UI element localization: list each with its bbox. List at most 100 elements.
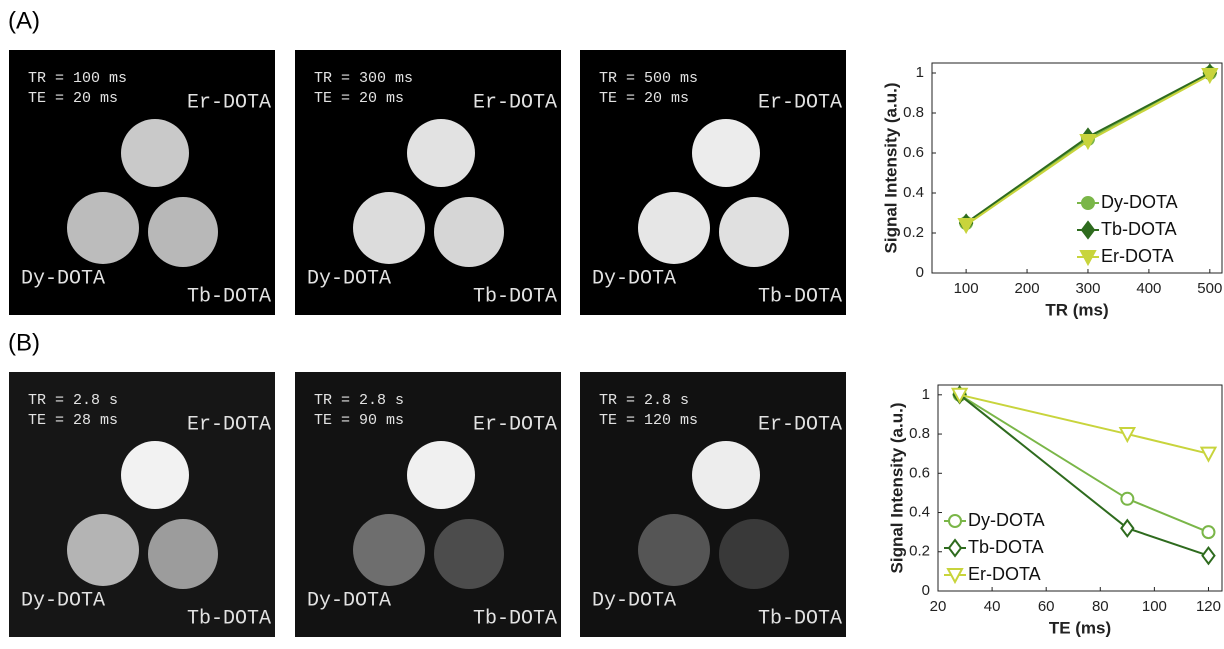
legend-marker	[949, 540, 961, 556]
x-tick-label: 60	[1038, 598, 1055, 615]
y-axis-label: Signal Intensity (a.u.)	[887, 403, 906, 574]
scan-parameter: TE = 20 ms	[599, 90, 689, 107]
x-axis-label: TR (ms)	[1045, 300, 1108, 319]
mri-image: TR = 2.8 s TE = 120 ms Er-DOTA Dy-DOTA Tb-DO…	[580, 372, 846, 637]
plot-frame	[938, 385, 1222, 591]
mri-image: TR = 300 ms TE = 20 ms Er-DOTA Dy-DOTA Tb-DO…	[295, 50, 561, 315]
phantom-label: Er-DOTA	[187, 91, 271, 114]
y-tick-label: 0	[916, 264, 924, 281]
marker	[1121, 493, 1133, 505]
x-tick-label: 400	[1136, 280, 1161, 297]
y-tick-label: 0.4	[903, 184, 924, 201]
scan-parameter: TR = 500 ms	[599, 70, 698, 87]
phantom	[638, 192, 710, 264]
y-tick-label: 1	[916, 64, 924, 81]
phantom	[692, 119, 760, 187]
scan-parameter: TE = 28 ms	[28, 412, 118, 429]
scan-parameter: TR = 2.8 s	[28, 392, 118, 409]
marker	[1121, 520, 1133, 536]
mri-image: TR = 500 ms TE = 20 ms Er-DOTA Dy-DOTA Tb-DO…	[580, 50, 846, 315]
phantom	[121, 441, 189, 509]
legend-label: Tb-DOTA	[968, 537, 1044, 557]
x-tick-label: 80	[1092, 598, 1109, 615]
phantom	[719, 197, 789, 267]
x-tick-label: 120	[1196, 598, 1221, 615]
scan-parameter: TE = 20 ms	[314, 90, 404, 107]
phantom-label: Er-DOTA	[187, 413, 271, 436]
phantom	[67, 514, 139, 586]
plot-frame	[932, 63, 1222, 273]
phantom	[407, 119, 475, 187]
scan-parameter: TE = 20 ms	[28, 90, 118, 107]
phantom	[121, 119, 189, 187]
panel-label: (A)	[8, 7, 40, 34]
y-axis-label: Signal Intensity (a.u.)	[881, 83, 900, 254]
phantom	[148, 519, 218, 589]
x-tick-label: 40	[984, 598, 1001, 615]
legend-marker	[949, 515, 961, 527]
phantom-label: Dy-DOTA	[307, 267, 391, 290]
scan-parameter: TR = 2.8 s	[599, 392, 689, 409]
marker	[1202, 548, 1214, 564]
phantom-label: Er-DOTA	[758, 413, 842, 436]
y-tick-label: 0.4	[909, 503, 930, 520]
phantom	[719, 519, 789, 589]
x-axis-label: TE (ms)	[1049, 618, 1111, 637]
phantom	[148, 197, 218, 267]
mri-image: TR = 100 ms TE = 20 ms Er-DOTA Dy-DOTA Tb-DO…	[9, 50, 275, 315]
panel-label: (B)	[8, 329, 40, 356]
legend-label: Dy-DOTA	[1101, 192, 1178, 212]
y-tick-label: 0	[922, 582, 930, 599]
marker	[1202, 526, 1214, 538]
scan-parameter: TR = 100 ms	[28, 70, 127, 87]
phantom-label: Er-DOTA	[473, 91, 557, 114]
phantom	[353, 192, 425, 264]
x-tick-label: 200	[1015, 280, 1040, 297]
legend-marker	[1082, 197, 1094, 209]
phantom-label: Dy-DOTA	[21, 267, 105, 290]
phantom-label: Tb-DOTA	[758, 607, 842, 630]
phantom-label: Tb-DOTA	[187, 285, 271, 308]
marker	[1201, 448, 1215, 461]
x-tick-label: 100	[1142, 598, 1167, 615]
legend-marker	[1082, 222, 1094, 238]
scan-parameter: TR = 2.8 s	[314, 392, 404, 409]
phantom-label: Er-DOTA	[473, 413, 557, 436]
y-tick-label: 0.8	[903, 104, 924, 121]
legend-label: Tb-DOTA	[1101, 219, 1177, 239]
phantom	[434, 197, 504, 267]
phantom	[353, 514, 425, 586]
y-tick-label: 0.2	[903, 224, 924, 241]
phantom-label: Er-DOTA	[758, 91, 842, 114]
phantom	[692, 441, 760, 509]
legend-label: Dy-DOTA	[968, 510, 1045, 530]
legend-label: Er-DOTA	[1101, 246, 1174, 266]
y-tick-label: 0.6	[903, 144, 924, 161]
y-tick-label: 0.8	[909, 425, 930, 442]
y-tick-label: 0.6	[909, 464, 930, 481]
phantom	[638, 514, 710, 586]
x-tick-label: 100	[954, 280, 979, 297]
phantom	[407, 441, 475, 509]
phantom-label: Tb-DOTA	[187, 607, 271, 630]
phantom	[434, 519, 504, 589]
y-tick-label: 1	[922, 386, 930, 403]
mri-image: TR = 2.8 s TE = 90 ms Er-DOTA Dy-DOTA Tb-DOT…	[295, 372, 561, 637]
scan-parameter: TE = 90 ms	[314, 412, 404, 429]
phantom-label: Dy-DOTA	[592, 589, 676, 612]
phantom-label: Tb-DOTA	[758, 285, 842, 308]
scan-parameter: TE = 120 ms	[599, 412, 698, 429]
phantom-label: Tb-DOTA	[473, 285, 557, 308]
figure: (A) TR = 100 ms TE = 20 ms Er-DOTA Dy-DOTA Tb…	[0, 0, 1224, 649]
x-tick-label: 300	[1075, 280, 1100, 297]
phantom-label: Dy-DOTA	[592, 267, 676, 290]
legend-label: Er-DOTA	[968, 564, 1041, 584]
scan-parameter: TR = 300 ms	[314, 70, 413, 87]
y-tick-label: 0.2	[909, 543, 930, 560]
phantom	[67, 192, 139, 264]
phantom-label: Dy-DOTA	[307, 589, 391, 612]
x-tick-label: 500	[1197, 280, 1222, 297]
x-tick-label: 20	[930, 598, 947, 615]
phantom-label: Tb-DOTA	[473, 607, 557, 630]
